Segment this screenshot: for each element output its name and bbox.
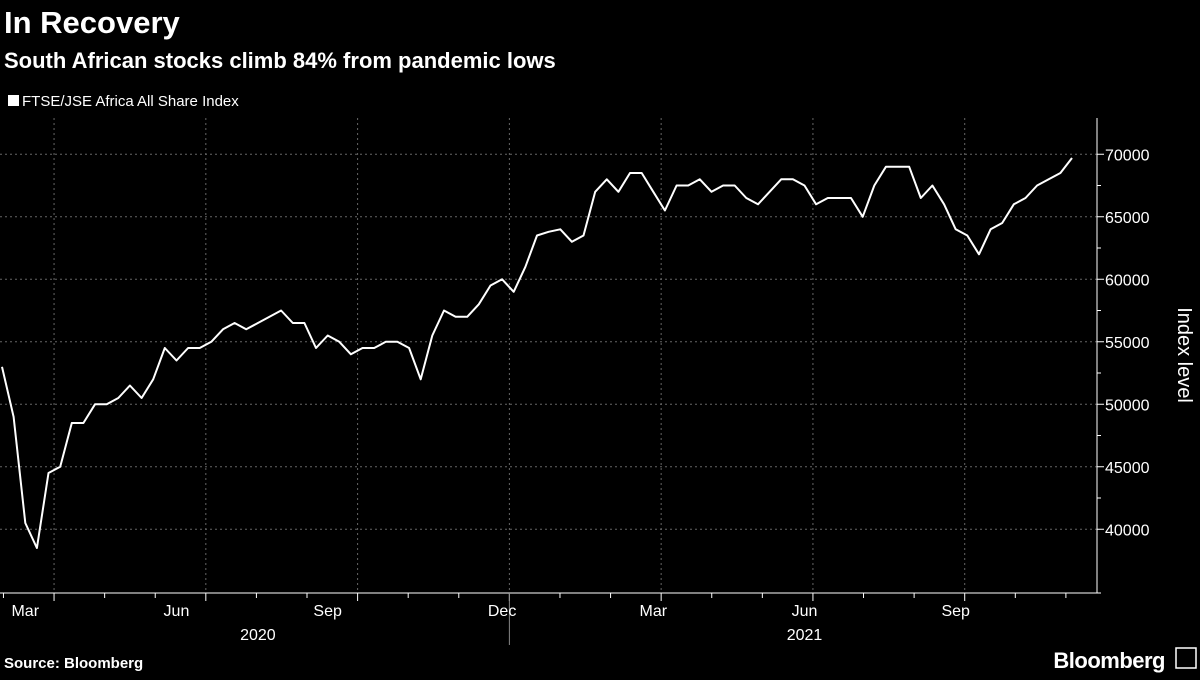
- y-tick-label: 45000: [1105, 460, 1150, 477]
- y-tick-label: 40000: [1105, 522, 1150, 539]
- x-tick-label: Mar: [11, 603, 39, 620]
- y-tick-label: 70000: [1105, 147, 1150, 164]
- y-tick-label: 65000: [1105, 210, 1150, 227]
- x-tick-label: Jun: [792, 603, 818, 620]
- year-label: 2021: [787, 627, 823, 644]
- brand: Bloomberg: [1053, 648, 1165, 673]
- source: Source: Bloomberg: [4, 655, 143, 672]
- x-tick-label: Dec: [488, 603, 516, 620]
- y-axis-title: Index level: [1173, 307, 1195, 403]
- y-tick-label: 50000: [1105, 397, 1150, 414]
- y-tick-label: 60000: [1105, 272, 1150, 289]
- legend-swatch: [8, 95, 19, 106]
- series-line: [1, 157, 1073, 549]
- x-tick-label: Mar: [640, 603, 668, 620]
- x-tick-label: Jun: [164, 603, 190, 620]
- y-tick-label: 55000: [1105, 335, 1150, 352]
- chart-title: In Recovery: [4, 5, 181, 40]
- chart-subtitle: South African stocks climb 84% from pand…: [4, 48, 556, 73]
- x-tick-label: Sep: [941, 603, 970, 620]
- brand-icon: [1175, 647, 1197, 669]
- legend-label: FTSE/JSE Africa All Share Index: [22, 93, 239, 110]
- x-tick-label: Sep: [313, 603, 342, 620]
- year-label: 2020: [240, 627, 276, 644]
